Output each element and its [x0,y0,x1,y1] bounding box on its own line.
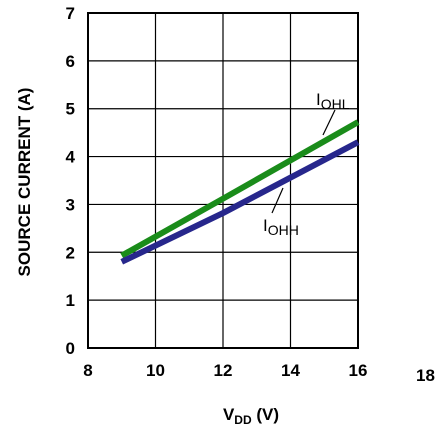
y-tick-labels: 0 1 2 3 4 5 6 7 [66,4,76,358]
plot-area-frame [87,12,359,349]
y-tick-label: 7 [66,4,75,23]
series-labels: IOHL IOHH [263,90,350,238]
y-tick-label: 6 [66,52,75,71]
y-axis-title: SOURCE CURRENT (A) [15,88,34,277]
y-tick-label: 3 [66,195,75,214]
y-tick-label: 2 [66,243,75,262]
series-line-iohh [120,139,360,265]
x-tick-labels: 8 10 12 14 16 18 [83,361,435,385]
label-iohl: IOHL [316,90,350,112]
series-line-iohl [120,119,360,259]
x-tick-label: 12 [214,361,233,380]
leader-line [271,187,284,214]
x-tick-label: 14 [281,361,300,380]
y-tick-label: 1 [66,291,75,310]
x-tick-label: 10 [146,361,165,380]
y-tick-label: 5 [66,100,75,119]
y-tick-label: 0 [66,339,75,358]
x-tick-label: 8 [83,361,92,380]
leader-line [322,109,336,136]
x-axis-title: VDD (V) [223,405,279,427]
series-lines [120,119,360,265]
y-tick-label: 4 [66,148,76,167]
x-tick-label: 18 [416,366,435,385]
x-tick-label: 16 [349,361,368,380]
label-iohh: IOHH [263,216,299,238]
grid-lines [88,13,358,348]
